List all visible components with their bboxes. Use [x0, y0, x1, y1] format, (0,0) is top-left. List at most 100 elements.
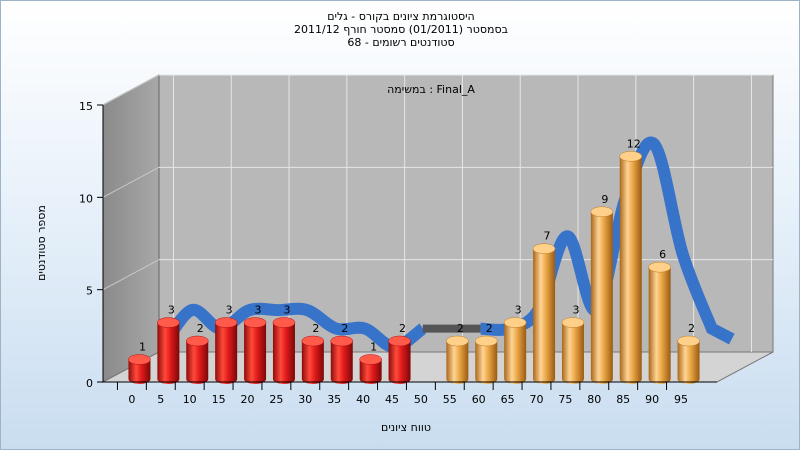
- histogram-bar-body: [157, 322, 180, 384]
- x-tick-label: 35: [327, 393, 341, 406]
- x-axis-label: טווח ציונים: [381, 421, 431, 434]
- histogram-bar-cap: [186, 335, 209, 347]
- histogram-bar-body: [272, 322, 295, 384]
- histogram-bar: [590, 206, 614, 384]
- gridline-side: [102, 166, 160, 198]
- histogram-bar: [446, 335, 469, 384]
- histogram-bar-body: [590, 211, 613, 384]
- histogram-bar-cap: [157, 317, 180, 328]
- histogram-bar: [648, 261, 671, 384]
- bar-value-label: 3: [255, 304, 262, 317]
- x-tick-label: 75: [558, 393, 572, 406]
- histogram-bar: [561, 317, 585, 384]
- histogram-bar: [503, 317, 527, 384]
- x-tick-label: 25: [269, 393, 283, 406]
- histogram-bar-cap: [301, 335, 325, 347]
- histogram-bar-cap: [532, 243, 556, 254]
- histogram-bar-body: [301, 341, 324, 384]
- chart-title-line-2: בסמסטר (01/2011) סמסטר חורף 2011/12: [294, 23, 508, 36]
- histogram-bar-body: [533, 248, 556, 384]
- x-tick-label: 95: [674, 393, 688, 406]
- x-tick-label: 5: [157, 393, 164, 406]
- x-tick-label: 70: [529, 393, 543, 406]
- histogram-bar-cap: [388, 335, 411, 347]
- histogram-bar-body: [648, 267, 671, 384]
- bar-value-label: 2: [486, 322, 493, 335]
- bar-value-label: 3: [515, 304, 522, 317]
- chart-title-line-1: היסטוגרמת ציונים בקורס - גלים: [327, 10, 475, 23]
- x-tick-label: 45: [385, 393, 399, 406]
- histogram-bar: [128, 354, 151, 384]
- histogram-bar-cap: [475, 335, 498, 347]
- histogram-bar: [330, 335, 354, 384]
- histogram-bar-cap: [446, 335, 469, 347]
- histogram-bar: [677, 335, 700, 384]
- x-tick-label: 90: [645, 393, 659, 406]
- histogram-bar-body: [215, 322, 238, 384]
- histogram-bar-body: [244, 322, 267, 384]
- bar-value-label: 9: [601, 193, 608, 206]
- x-tick-label: 30: [298, 393, 312, 406]
- histogram-bar: [214, 317, 238, 384]
- bar-value-label: 3: [283, 304, 290, 317]
- x-tick-label: 80: [587, 393, 601, 406]
- histogram-bar-body: [330, 341, 353, 384]
- chart-title-line-3: סטודנטים רשומים - 68: [347, 36, 455, 49]
- chart-side-wall: [102, 74, 160, 383]
- bar-value-label: 3: [572, 304, 579, 317]
- histogram-bar-body: [359, 359, 382, 384]
- histogram-bar: [619, 151, 643, 384]
- bar-value-label: 2: [688, 322, 695, 335]
- bar-value-label: 1: [370, 340, 377, 353]
- histogram-bar-cap: [243, 317, 267, 328]
- histogram-bar: [532, 243, 556, 384]
- x-tick-label: 60: [472, 393, 486, 406]
- histogram-bar: [186, 335, 209, 384]
- x-tick-label: 85: [616, 393, 630, 406]
- histogram-bar-body: [619, 156, 642, 384]
- histogram-bar-body: [561, 322, 584, 384]
- task-label: במשימה : Final_A: [387, 83, 475, 96]
- histogram-bar-cap: [272, 317, 296, 328]
- bar-value-label: 6: [659, 248, 666, 261]
- histogram-bar-cap: [677, 335, 700, 347]
- histogram-bar-cap: [619, 151, 643, 162]
- histogram-bar: [475, 335, 498, 384]
- bar-value-label: 2: [341, 322, 348, 335]
- trend-line-fail: [157, 302, 427, 354]
- y-tick-label: 5: [86, 285, 93, 298]
- histogram-bar-body: [475, 341, 498, 384]
- histogram-bar-cap: [561, 317, 585, 328]
- y-tick-label: 10: [79, 192, 93, 205]
- y-tick-label: 0: [86, 377, 93, 390]
- bar-value-label: 2: [457, 322, 464, 335]
- x-tick-label: 10: [183, 393, 197, 406]
- histogram-bar-body: [186, 341, 209, 384]
- histogram-bar-body: [504, 322, 527, 384]
- bar-value-label: 2: [399, 322, 406, 335]
- x-tick-label: 55: [443, 393, 457, 406]
- bar-value-label: 1: [139, 340, 146, 353]
- histogram-bar: [157, 317, 180, 384]
- x-tick-label: 65: [501, 393, 515, 406]
- histogram-bar-cap: [648, 261, 671, 273]
- bar-value-label: 7: [544, 230, 551, 243]
- histogram-bar-body: [446, 341, 469, 384]
- x-tick-label: 50: [414, 393, 428, 406]
- bar-value-label: 2: [197, 322, 204, 335]
- histogram-bar: [243, 317, 267, 384]
- histogram-bar-cap: [330, 335, 354, 347]
- x-tick-label: 0: [128, 393, 135, 406]
- histogram-bar-body: [677, 341, 700, 384]
- bar-value-label: 2: [312, 322, 319, 335]
- histogram-bar-cap: [359, 354, 382, 365]
- gridline-side: [102, 74, 160, 106]
- gridline-side: [102, 259, 160, 291]
- histogram-bar: [359, 354, 382, 384]
- histogram-bar-cap: [503, 317, 527, 328]
- x-tick-label: 40: [356, 393, 370, 406]
- y-tick-label: 15: [79, 100, 93, 113]
- x-tick-label: 20: [240, 393, 254, 406]
